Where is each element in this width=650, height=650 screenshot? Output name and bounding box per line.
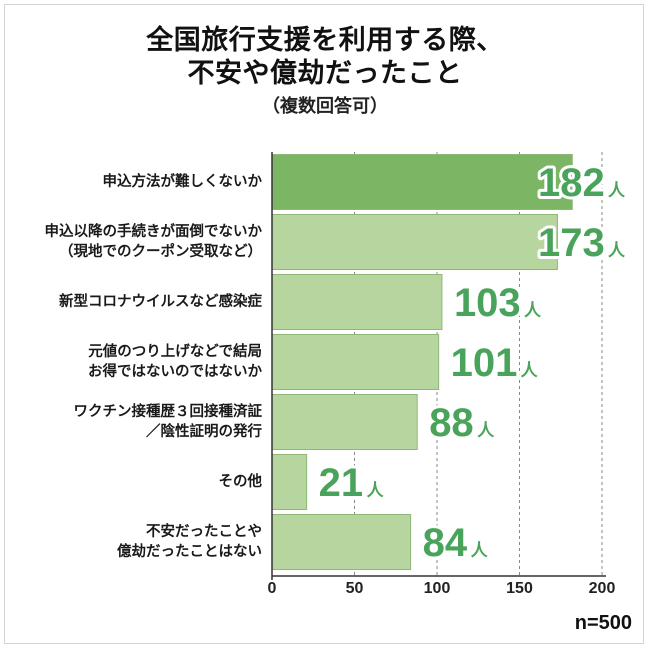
value-label-4: 88 [429,401,474,445]
bar-3 [271,334,440,390]
x-tick-label-100: 100 [423,580,451,597]
bar-5 [271,454,308,510]
x-tick-label-50: 50 [345,580,364,597]
x-tick-label-0: 0 [267,580,277,597]
value-label-3: 101 [451,341,518,385]
category-label-4-line-0: ワクチン接種歴３回接種済証 [73,404,263,420]
category-label-1-line-0: 申込以降の手続きが面倒でないか [44,224,263,240]
value-unit-3: 人 [521,361,539,381]
category-label-1: 申込以降の手続きが面倒でないか （現地でのクーポン受取など） [45,222,263,262]
category-label-3-line-1: お得ではないのではないか [88,364,262,380]
category-label-6: 不安だったことや億劫だったことはない [117,522,262,562]
category-label-3: 元値のつり上げなどで結局 お得ではないのではないか [88,342,262,382]
value-unit-6: 人 [471,541,489,561]
category-label-4-line-1: ／陰性証明の発行 [146,424,262,440]
bar-6 [271,514,412,570]
bar-0 [271,154,573,210]
chart-title-line-2: 不安や億劫だったこと [187,58,463,89]
category-label-0-line-0: 申込方法が難しくないか [102,174,263,190]
category-label-4: ワクチン接種歴３回接種済証 ／陰性証明の発行 [74,402,263,442]
value-unit-5: 人 [367,481,385,501]
x-tick-label-200: 200 [588,580,616,597]
value-label-2: 103 [454,281,521,325]
category-label-5: その他 [219,472,263,492]
chart-subtitle: （複数回答可） [262,96,388,117]
bar-4 [271,394,418,450]
category-label-2-line-0: 新型コロナウイルスなど感染症 [59,294,262,310]
category-label-6-line-1: 億劫だったことはない [117,544,262,560]
value-label-5: 21 [319,461,364,505]
category-label-0: 申込方法が難しくないか [103,172,263,192]
category-label-3-line-0: 元値のつり上げなどで結局 [88,344,262,360]
bar-2 [271,274,443,330]
value-unit-0: 人 [608,181,626,201]
value-label-0: 182 [538,161,605,205]
x-tick-label-150: 150 [506,580,533,597]
category-label-5-line-0: その他 [218,474,263,490]
value-unit-1: 人 [608,241,626,261]
sample-size-note: n=500 [574,612,632,634]
category-label-6-line-0: 不安だったことや [146,524,262,540]
category-label-1-line-1: （現地でのクーポン受取など） [59,244,262,260]
bar-1 [271,214,558,270]
value-label-1: 173 [538,221,605,265]
value-unit-2: 人 [524,301,542,321]
value-unit-4: 人 [477,421,495,441]
value-label-6: 84 [423,521,468,565]
chart-title-line-1: 全国旅行支援を利用する際、 [146,25,504,56]
category-label-2: 新型コロナウイルスなど感染症 [59,292,262,312]
